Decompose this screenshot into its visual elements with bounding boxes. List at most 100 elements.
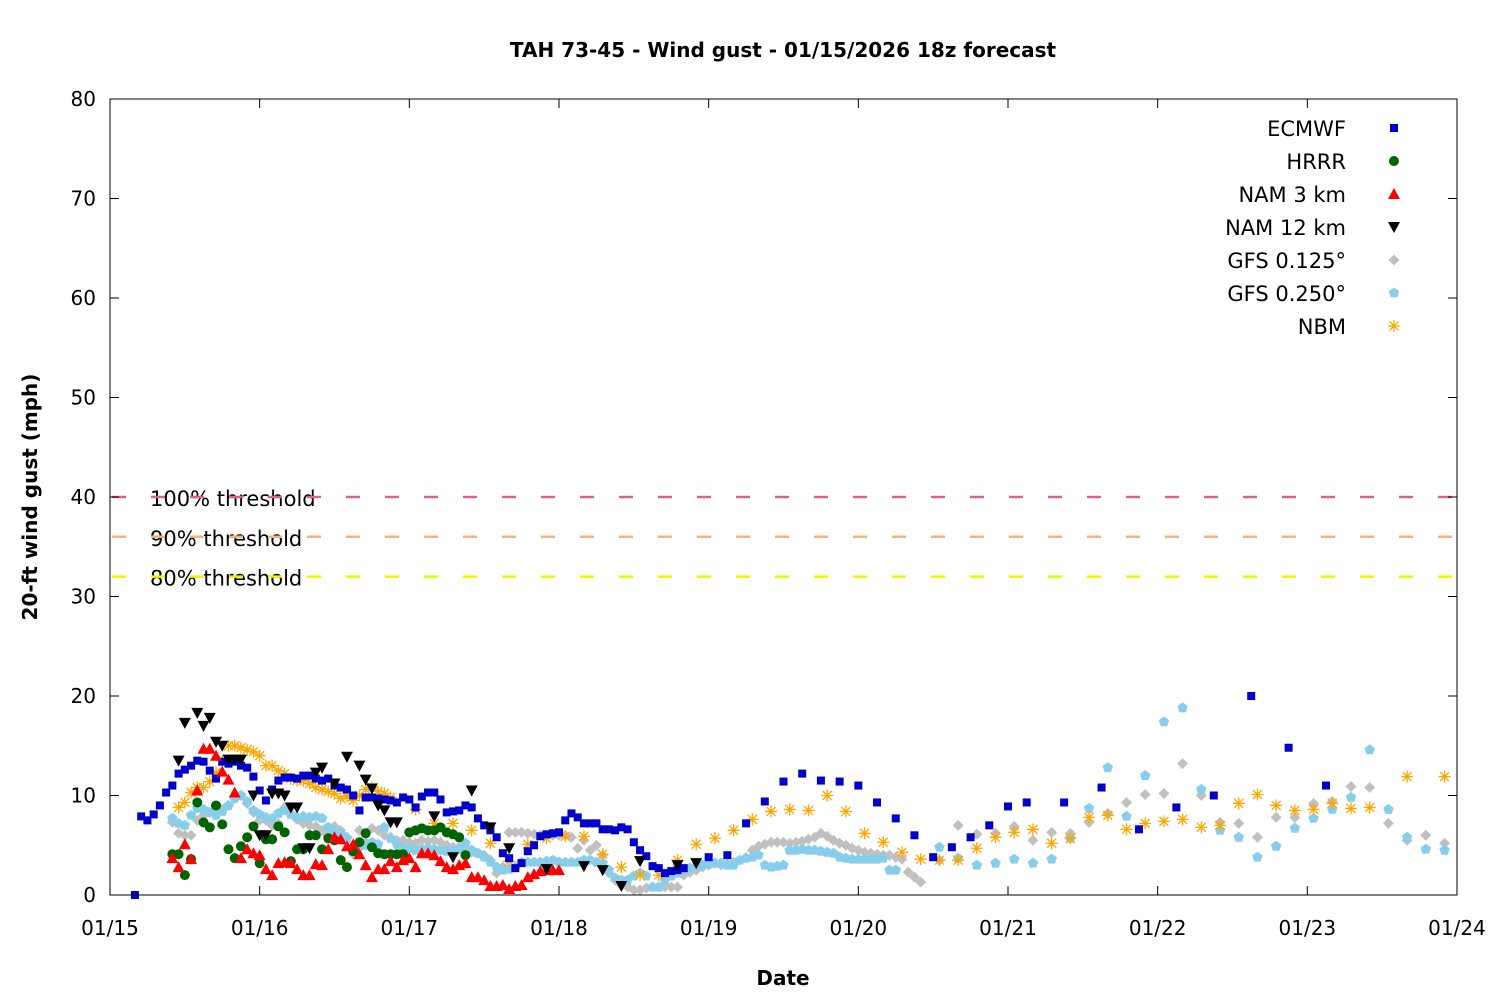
legend-marker-triangle-down <box>1388 222 1400 233</box>
data-point-nbm <box>802 804 815 817</box>
data-point-ecmwf <box>1004 802 1012 811</box>
data-point-nbm <box>428 817 441 830</box>
data-point-ecmwf <box>162 788 171 797</box>
data-point-nbm <box>989 831 1002 844</box>
data-point-nam-12-km <box>503 843 516 855</box>
data-point-nam-3-km <box>253 849 266 861</box>
data-point-ecmwf <box>679 864 688 873</box>
data-point-gfs-0-125- <box>572 842 584 854</box>
y-tick-label: 40 <box>71 485 96 509</box>
data-point-ecmwf <box>723 851 732 860</box>
data-point-gfs-0-250- <box>1270 840 1282 851</box>
data-point-nbm <box>634 869 647 882</box>
legend-label: GFS 0.250° <box>1227 282 1346 306</box>
data-point-nam-3-km <box>166 852 179 864</box>
data-point-nbm <box>1045 837 1058 850</box>
data-point-nam-12-km <box>465 785 478 797</box>
data-point-nam-3-km <box>359 859 372 871</box>
data-point-nam-3-km <box>203 742 216 754</box>
data-point-nam-3-km <box>409 861 422 873</box>
data-point-ecmwf <box>854 781 863 790</box>
data-point-nbm <box>577 830 590 843</box>
data-point-nbm <box>615 861 628 874</box>
axes: 0 10 20 30 40 50 60 70 80 01/15 01/16 01/17 01/18 01/… <box>71 87 1486 940</box>
data-point-ecmwf <box>305 771 314 780</box>
x-tick-label: 01/15 <box>81 916 139 940</box>
data-point-ecmwf <box>399 793 408 802</box>
data-point-nbm <box>1251 788 1264 801</box>
data-point-gfs-0-125- <box>771 836 783 848</box>
data-point-ecmwf <box>455 806 464 815</box>
data-point-nam-12-km <box>316 762 329 774</box>
data-point-nam-12-km <box>328 778 341 790</box>
x-axis-label: Date <box>756 966 809 990</box>
data-point-gfs-0-125- <box>902 866 914 878</box>
data-point-hrrr <box>279 827 290 838</box>
data-point-ecmwf <box>424 788 433 797</box>
data-point-gfs-0-125- <box>1289 811 1301 823</box>
data-point-gfs-0-125- <box>1158 788 1170 800</box>
data-point-nbm <box>210 766 223 779</box>
data-point-hrrr <box>460 850 471 861</box>
legend-marker-circle <box>1389 156 1399 166</box>
data-point-nam-12-km <box>484 822 497 834</box>
data-point-nam-3-km <box>303 869 316 881</box>
data-point-nam-12-km <box>247 790 260 802</box>
data-point-ecmwf <box>143 816 152 825</box>
data-point-nam-12-km <box>291 802 304 814</box>
data-point-gfs-0-125- <box>896 853 908 865</box>
data-point-ecmwf <box>355 806 364 815</box>
data-point-nam-3-km <box>334 833 347 845</box>
data-point-nam-3-km <box>234 852 247 864</box>
series-gfs-0-125- <box>166 758 1451 896</box>
data-point-ecmwf <box>205 766 214 775</box>
y-tick-label: 10 <box>71 784 96 808</box>
series-nbm <box>172 739 1451 882</box>
data-point-nam-3-km <box>384 855 397 867</box>
data-point-gfs-0-250- <box>653 881 664 892</box>
data-point-nam-3-km <box>365 871 378 883</box>
data-point-ecmwf <box>642 852 651 861</box>
x-tick-label: 01/20 <box>830 916 888 940</box>
data-point-ecmwf <box>742 819 751 828</box>
data-point-nam-3-km <box>446 863 459 875</box>
data-point-nam-12-km <box>390 817 403 829</box>
data-point-ecmwf <box>985 821 994 830</box>
data-point-nam-3-km <box>228 786 241 798</box>
data-point-nam-3-km <box>471 871 484 883</box>
data-point-hrrr <box>273 821 284 832</box>
data-point-nam-12-km <box>303 843 316 855</box>
data-point-nam-3-km <box>353 848 366 860</box>
data-point-ecmwf <box>218 757 227 766</box>
data-point-nam-12-km <box>372 800 385 812</box>
data-point-gfs-0-125- <box>1420 829 1432 841</box>
data-point-ecmwf <box>442 808 451 817</box>
data-point-ecmwf <box>704 853 713 862</box>
data-point-gfs-0-125- <box>1233 817 1245 829</box>
data-point-nam-12-km <box>634 856 647 868</box>
data-point-gfs-0-125- <box>671 881 683 893</box>
data-point-gfs-0-250- <box>1420 843 1432 854</box>
data-point-nam-3-km <box>316 859 329 871</box>
data-point-nbm <box>172 801 185 814</box>
data-point-ecmwf <box>573 813 582 822</box>
data-point-ecmwf <box>929 853 938 862</box>
data-point-ecmwf <box>274 776 283 785</box>
threshold-label: 80% threshold <box>150 567 302 591</box>
data-point-nam-12-km <box>178 717 191 729</box>
data-point-nbm <box>334 792 347 805</box>
data-point-nam-12-km <box>615 881 628 893</box>
data-point-ecmwf <box>798 769 807 778</box>
data-point-ecmwf <box>155 801 164 810</box>
data-point-gfs-0-125- <box>765 836 777 848</box>
data-point-ecmwf <box>561 816 570 825</box>
data-point-nbm <box>877 836 890 849</box>
data-point-ecmwf <box>1097 783 1106 792</box>
data-point-nbm <box>197 781 210 794</box>
legend-label: GFS 0.125° <box>1227 249 1346 273</box>
data-point-ecmwf <box>1060 798 1069 807</box>
data-point-ecmwf <box>249 772 258 781</box>
data-point-gfs-0-250- <box>890 864 901 875</box>
data-point-hrrr <box>235 841 246 852</box>
